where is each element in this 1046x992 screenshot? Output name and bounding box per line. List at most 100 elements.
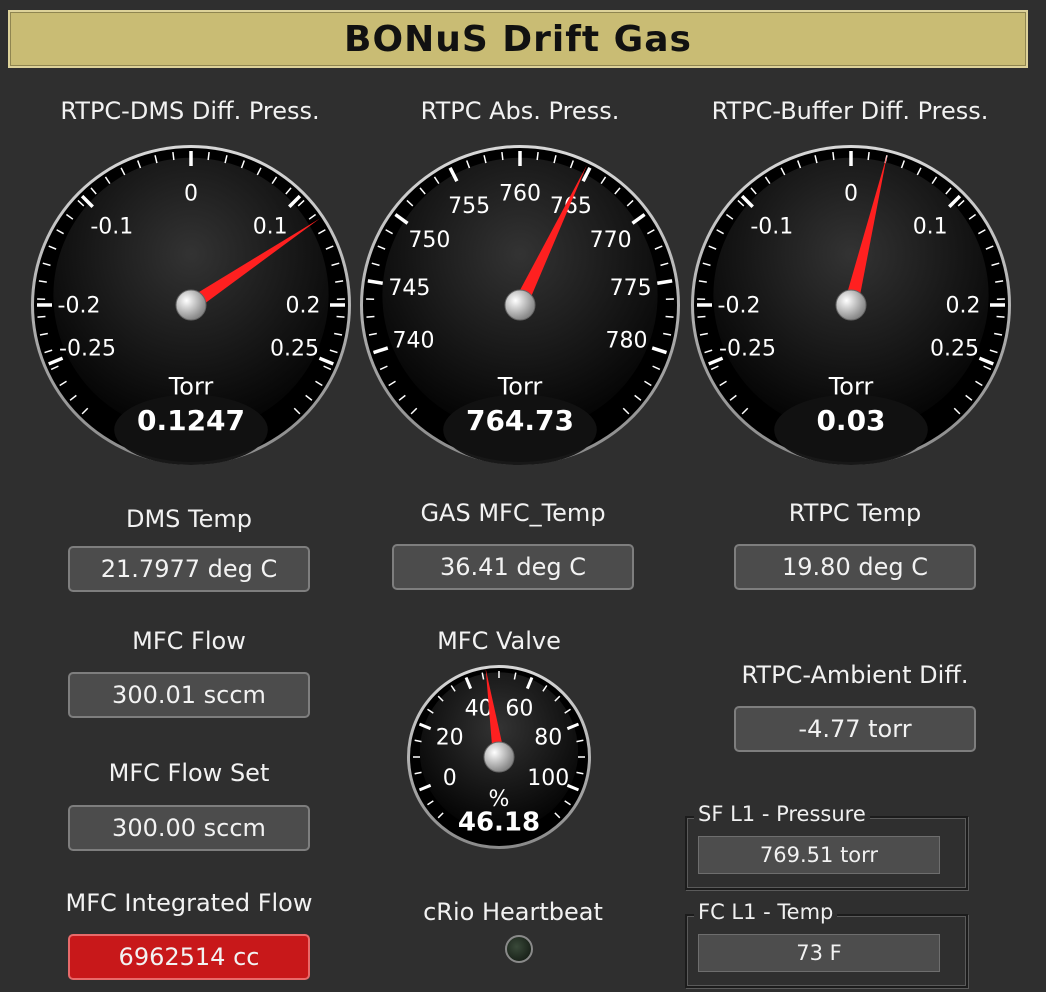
gauge-unit-label: Torr — [168, 373, 214, 401]
gauge-minor-tick — [729, 394, 737, 401]
gauge-minor-tick — [622, 407, 630, 415]
gauge-minor-tick — [991, 262, 1000, 267]
gauge-major-tick — [418, 722, 432, 731]
sf-l1-pressure-label: SF L1 - Pressure — [694, 802, 870, 826]
gauge-tick-label: 745 — [388, 276, 430, 301]
gauge-minor-tick — [335, 280, 344, 283]
gauge-minor-tick — [663, 332, 672, 336]
rtpc-ambient-diff-value: -4.77 torr — [734, 706, 976, 752]
g0-svg: -0.25 -0.2 -0.1 0 0.1 0.2 0.25 Torr 0.1247 — [31, 145, 351, 465]
mfc-flow-set-label: MFC Flow Set — [108, 759, 270, 787]
gauge-minor-tick — [315, 380, 323, 387]
gauge-minor-tick — [419, 187, 426, 195]
gauge-minor-tick — [385, 229, 393, 235]
gauge-minor-tick — [978, 229, 986, 235]
gauge-minor-tick — [414, 739, 422, 743]
gauge-tick-label: 0.25 — [270, 337, 319, 362]
gauge-minor-tick — [995, 280, 1004, 283]
gauge-label-buffer-diff: RTPC-Buffer Diff. Press. — [711, 97, 989, 125]
gauge-minor-tick — [38, 280, 47, 283]
gauge-minor-tick — [660, 262, 669, 267]
gauge-mfc-valve: 0 20 40 60 80 100% 46.18 — [404, 662, 594, 852]
gauge-tick-label: 60 — [505, 696, 533, 721]
gauge-tick-label: 40 — [465, 696, 493, 721]
gauge-minor-tick — [56, 229, 64, 235]
gauge-minor-tick — [293, 407, 301, 415]
gauge-minor-tick — [39, 332, 48, 336]
gauge-major-tick — [651, 346, 668, 355]
gas-mfc-temp-label: GAS MFC_Temp — [420, 499, 606, 527]
gauge-major-tick — [948, 194, 962, 208]
gauge-needle — [844, 154, 888, 307]
gauge-minor-tick — [553, 155, 557, 164]
dms-temp-label: DMS Temp — [125, 505, 252, 533]
gauge-minor-tick — [725, 213, 734, 220]
gauge-minor-tick — [388, 380, 396, 387]
gauge-minor-tick — [652, 365, 661, 371]
gauge-minor-tick — [371, 262, 380, 267]
gauge-minor-tick — [867, 151, 870, 161]
gauge-minor-tick — [331, 262, 340, 267]
gauge-minor-tick — [323, 365, 332, 371]
gauge-label-dms-diff: RTPC-DMS Diff. Press. — [60, 97, 320, 125]
gauge-unit-label: Torr — [497, 373, 543, 401]
gauge-tick-label: 0.1 — [913, 215, 948, 240]
gauge-minor-tick — [900, 160, 906, 169]
gauge-minor-tick — [427, 708, 434, 714]
gauge-minor-tick — [665, 315, 674, 318]
gauge-label-abs-press: RTPC Abs. Press. — [420, 97, 620, 125]
gauge-minor-tick — [318, 229, 326, 235]
gauge-minor-tick — [256, 167, 262, 176]
gauge-major-tick — [80, 194, 94, 208]
gauge-tick-label: 100 — [527, 766, 569, 791]
gauge-tick-label: 80 — [534, 725, 562, 750]
gauge-minor-tick — [654, 245, 663, 250]
gauge-minor-tick — [647, 229, 655, 235]
gauge-minor-tick — [708, 245, 717, 250]
gauge-tick-label: 740 — [392, 328, 434, 353]
gauge-major-tick — [708, 356, 724, 366]
gauge-minor-tick — [366, 315, 375, 318]
mfc-integrated-flow-label: MFC Integrated Flow — [65, 889, 313, 917]
gauge-major-tick — [318, 356, 334, 366]
gauge-major-tick — [394, 213, 409, 225]
gauge-major-tick — [525, 676, 534, 690]
gauge-major-tick — [631, 213, 646, 225]
gauge-minor-tick — [44, 349, 53, 354]
gauge-minor-tick — [957, 199, 965, 207]
gauge-minor-tick — [644, 380, 652, 387]
mfc-flow-set-value: 300.00 sccm — [68, 805, 310, 851]
gauge-digital-value: 46.18 — [458, 808, 540, 838]
gauge-minor-tick — [336, 315, 345, 318]
gauge-tick-label: 0 — [443, 766, 457, 791]
gauge-minor-tick — [750, 187, 757, 195]
mfc-flow-label: MFC Flow — [132, 627, 246, 655]
gauge-minor-tick — [719, 380, 727, 387]
gauge-minor-tick — [224, 155, 228, 164]
gauge-minor-tick — [240, 160, 246, 169]
gauge-tick-label: 755 — [448, 194, 490, 219]
gauge-minor-tick — [513, 672, 517, 680]
gauge-tick-label: 0.2 — [286, 294, 321, 319]
gauge-minor-tick — [308, 213, 317, 220]
g2-svg: -0.25 -0.2 -0.1 0 0.1 0.2 0.25 Torr 0.03 — [691, 145, 1011, 465]
gauge-minor-tick — [716, 229, 724, 235]
gauge-minor-tick — [37, 315, 46, 318]
gauge-tick-label: 0.1 — [253, 215, 288, 240]
gauge-minor-tick — [172, 151, 175, 161]
gauge-minor-tick — [450, 685, 456, 692]
page-title: BONuS Drift Gas — [344, 18, 692, 60]
gauge-minor-tick — [710, 365, 719, 371]
gauge-major-tick — [372, 346, 389, 355]
gauge-major-tick — [657, 279, 673, 285]
mfc-integrated-flow-value: 6962514 cc — [68, 934, 310, 980]
gauge-minor-tick — [154, 155, 158, 164]
gauge-minor-tick — [737, 199, 745, 207]
gauge-minor-tick — [437, 695, 444, 702]
gauge-minor-tick — [704, 349, 713, 354]
gauge-minor-tick — [968, 213, 977, 220]
gauge-digital-value: 0.03 — [816, 404, 885, 437]
gauge-hub — [504, 289, 536, 321]
gauge-rtpc-abs-press: 740 745 750 755 760 765 770 775 780 Torr 764.73 — [357, 142, 683, 468]
gauge-needle — [513, 164, 587, 309]
